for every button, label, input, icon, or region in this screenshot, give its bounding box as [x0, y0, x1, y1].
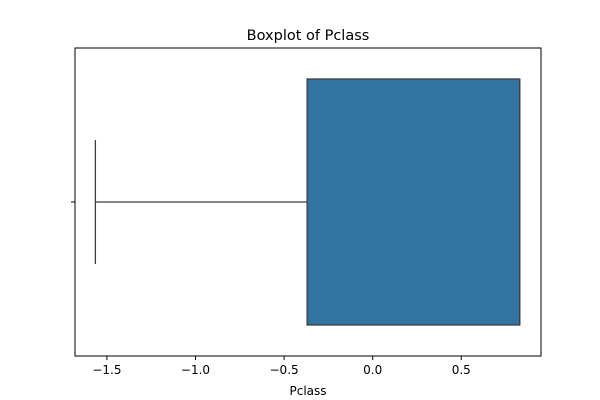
x-tick-label: −0.5	[270, 363, 299, 377]
x-tick-label: −1.5	[92, 363, 121, 377]
x-tick-label: 0.5	[452, 363, 471, 377]
x-axis: −1.5 −1.0 −0.5 0.0 0.5	[92, 356, 471, 377]
plot-area	[74, 47, 542, 357]
box-iqr	[306, 78, 521, 326]
x-axis-label: Pclass	[289, 384, 326, 398]
chart-title: Boxplot of Pclass	[247, 28, 370, 44]
x-tick-label: −1.0	[181, 363, 210, 377]
x-tick-label: 0.0	[363, 363, 382, 377]
